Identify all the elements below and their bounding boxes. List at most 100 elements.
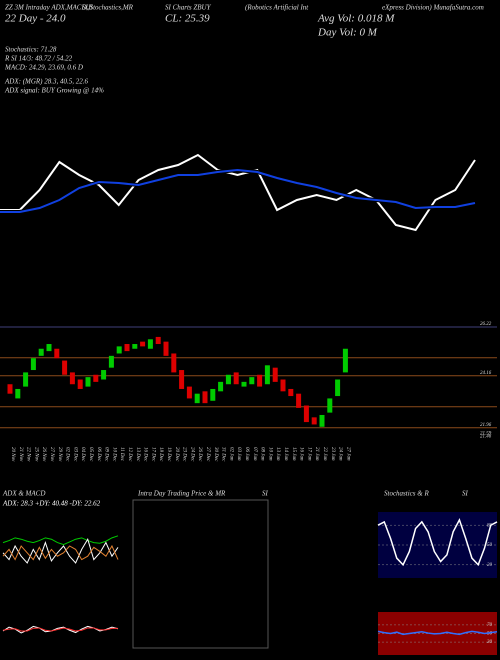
y-tick-label: 50 bbox=[487, 632, 493, 637]
x-tick-label: 03 Jan bbox=[236, 447, 241, 461]
panel-title: Stochastics & R bbox=[384, 490, 429, 498]
stat: MACD: 24.29, 23.69, 0.6 D bbox=[4, 64, 83, 72]
y-tick-label: 21.96 bbox=[480, 423, 492, 428]
x-tick-label: 05 Dec bbox=[88, 447, 93, 462]
x-tick-label: 14 Jan bbox=[283, 447, 288, 461]
x-tick-label: 21 Jan bbox=[314, 447, 319, 461]
x-tick-label: 11 Dec bbox=[119, 447, 124, 462]
y-tick-label: 21.59 bbox=[480, 432, 492, 437]
x-tick-label: 13 Jan bbox=[275, 447, 280, 461]
candle bbox=[335, 379, 341, 397]
stat: ADX: (MGR) 28.3, 40.5, 22.6 bbox=[4, 78, 89, 86]
candle bbox=[179, 370, 185, 389]
candle bbox=[264, 365, 270, 385]
candle bbox=[327, 398, 333, 413]
candle bbox=[280, 379, 286, 392]
candle bbox=[296, 393, 302, 408]
x-tick-label: 07 Jan bbox=[252, 447, 257, 461]
line bbox=[2, 625, 119, 634]
x-tick-label: 25 Nov bbox=[33, 447, 38, 462]
candle bbox=[7, 384, 13, 394]
candle bbox=[38, 348, 44, 356]
header: SI,Stochastics,MR bbox=[82, 4, 134, 12]
candle bbox=[69, 372, 75, 385]
x-tick-label: 16 Dec bbox=[143, 447, 148, 462]
stat: ADX signal: BUY Growing @ 14% bbox=[4, 87, 104, 95]
candle bbox=[186, 386, 192, 399]
line bbox=[0, 168, 476, 213]
candle bbox=[303, 405, 309, 423]
y-tick-label: 20 bbox=[487, 563, 493, 568]
line bbox=[2, 537, 119, 564]
candle bbox=[249, 377, 255, 385]
x-tick-label: 27 Dec bbox=[205, 447, 210, 462]
candle bbox=[147, 339, 153, 349]
y-tick-label: 21.46 bbox=[480, 435, 492, 440]
y-tick-label: 50 bbox=[487, 543, 493, 548]
x-tick-label: 03 Dec bbox=[72, 447, 77, 462]
line bbox=[2, 627, 118, 632]
candle bbox=[163, 341, 169, 356]
candle bbox=[108, 355, 114, 368]
x-tick-label: 17 Dec bbox=[150, 447, 155, 462]
candle bbox=[62, 360, 68, 375]
candle bbox=[23, 372, 29, 387]
stat: R SI 14/3: 48.72 / 54.22 bbox=[4, 55, 73, 63]
candle bbox=[194, 393, 200, 404]
panel-title: SI bbox=[262, 490, 269, 498]
x-tick-label: 06 Jan bbox=[244, 447, 249, 461]
x-tick-label: 04 Dec bbox=[80, 447, 85, 462]
y-tick-label: 30 bbox=[487, 640, 493, 645]
candle bbox=[101, 370, 107, 380]
candle bbox=[319, 414, 325, 427]
y-tick-label: 70 bbox=[487, 623, 493, 628]
x-tick-label: 31 Dec bbox=[221, 447, 226, 462]
x-tick-label: 09 Dec bbox=[104, 447, 109, 462]
stat: Stochastics: 71.28 bbox=[5, 46, 57, 54]
x-tick-label: 21 Nov bbox=[18, 447, 23, 462]
line bbox=[0, 153, 476, 232]
x-tick-label: 22 Nov bbox=[26, 447, 31, 462]
candle bbox=[85, 377, 91, 387]
panel-title: ADX & MACD bbox=[2, 490, 45, 498]
x-tick-label: 19 Dec bbox=[166, 447, 171, 462]
x-tick-label: 27 Nov bbox=[49, 447, 54, 462]
candle bbox=[218, 381, 224, 392]
x-tick-label: 12 Dec bbox=[127, 447, 132, 462]
x-tick-label: 23 Jan bbox=[330, 447, 335, 461]
y-tick-label: 24.16 bbox=[480, 371, 492, 376]
candle bbox=[15, 388, 21, 399]
candle bbox=[272, 367, 278, 382]
candle bbox=[155, 336, 161, 345]
header: SI Charts ZBUY bbox=[165, 4, 212, 12]
x-tick-label: 27 Jan bbox=[345, 447, 350, 461]
candle bbox=[210, 388, 216, 401]
x-tick-label: 18 Dec bbox=[158, 447, 163, 462]
header: ZZ 3M Intraday ADX,MACD,B bbox=[5, 4, 93, 12]
x-tick-label: 24 Jan bbox=[338, 447, 343, 461]
y-tick-label: 80 bbox=[487, 523, 493, 528]
x-tick-label: 26 Dec bbox=[197, 447, 202, 462]
candle bbox=[233, 372, 239, 385]
intraday-box bbox=[132, 499, 269, 649]
adx-label: ADX: 28.3 +DY: 40.48 -DY: 22.62 bbox=[2, 500, 101, 508]
x-tick-label: 24 Dec bbox=[189, 447, 194, 462]
candle bbox=[54, 348, 60, 359]
x-tick-label: 23 Dec bbox=[182, 447, 187, 462]
x-tick-label: 20 Nov bbox=[10, 447, 15, 462]
candle bbox=[257, 374, 263, 387]
candle bbox=[288, 388, 294, 397]
x-tick-label: 22 Jan bbox=[322, 447, 327, 461]
x-tick-label: 06 Dec bbox=[96, 447, 101, 462]
candle bbox=[342, 348, 348, 373]
x-tick-label: 29 Nov bbox=[57, 447, 62, 462]
candle bbox=[46, 344, 52, 352]
line bbox=[2, 535, 119, 546]
candle bbox=[171, 353, 177, 373]
x-tick-label: 02 Dec bbox=[65, 447, 70, 462]
x-tick-label: 13 Dec bbox=[135, 447, 140, 462]
x-tick-label: 20 Dec bbox=[174, 447, 179, 462]
x-tick-label: 08 Jan bbox=[260, 447, 265, 461]
candle bbox=[77, 379, 83, 389]
